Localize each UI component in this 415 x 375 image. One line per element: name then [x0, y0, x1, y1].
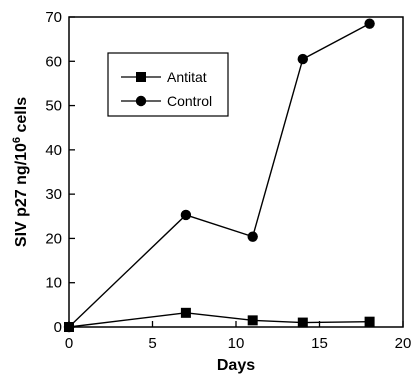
- y-tick-label: 0: [54, 319, 62, 336]
- data-point-antitat: [180, 307, 191, 318]
- data-point-antitat: [247, 315, 258, 326]
- y-tick-label: 60: [45, 53, 62, 70]
- legend-label-control: Control: [167, 93, 212, 109]
- y-tick-label: 10: [45, 275, 62, 292]
- data-point-antitat: [297, 317, 308, 328]
- legend-box: [107, 52, 229, 117]
- plot-frame: [68, 16, 404, 328]
- y-tick-label: 30: [45, 186, 62, 203]
- y-tick-label: 20: [45, 230, 62, 247]
- legend: Antitat Control: [107, 52, 229, 117]
- series-layer: [63, 18, 375, 333]
- x-tick-label: 5: [148, 335, 156, 352]
- y-tick-label: 70: [45, 9, 62, 26]
- y-axis-title: SIV p27 ng/106 cells: [11, 97, 30, 247]
- y-axis-ticks: 0 10 20 30 40 50 60 70: [45, 9, 75, 336]
- legend-marker-circle: [135, 95, 147, 107]
- x-axis-ticks: 0 5 10 15 20: [65, 321, 412, 352]
- data-point-control: [297, 53, 308, 65]
- y-axis-title-main: SIV p27 ng/10: [13, 143, 30, 247]
- x-tick-label: 0: [65, 335, 73, 352]
- x-tick-label: 15: [311, 335, 328, 352]
- series-line-antitat: [68, 312, 370, 328]
- legend-item-antitat: Antitat: [121, 69, 207, 85]
- data-point-control: [180, 209, 192, 221]
- y-axis-title-superscript: 6: [11, 137, 23, 143]
- x-tick-label: 20: [395, 335, 412, 352]
- data-point-control: [364, 18, 375, 29]
- legend-item-control: Control: [121, 93, 212, 109]
- y-tick-label: 50: [45, 98, 62, 115]
- data-point-control: [247, 231, 258, 242]
- y-tick-label: 40: [45, 142, 62, 159]
- y-axis-title-tail: cells: [13, 97, 30, 137]
- legend-marker-square: [136, 72, 146, 82]
- legend-label-antitat: Antitat: [167, 69, 207, 85]
- x-axis-title: Days: [217, 357, 255, 374]
- x-tick-label: 10: [228, 335, 245, 352]
- data-point-antitat: [364, 316, 375, 327]
